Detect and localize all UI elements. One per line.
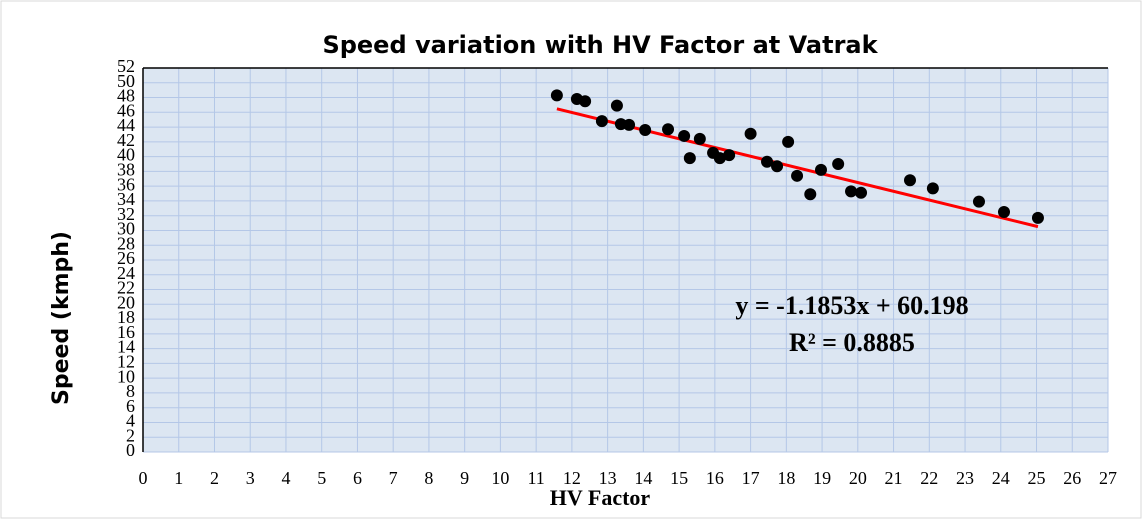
data-point	[639, 124, 652, 137]
data-point	[683, 152, 696, 165]
data-point	[678, 129, 691, 142]
data-point	[579, 95, 592, 108]
x-axis-label: HV Factor	[550, 485, 651, 510]
y-tick-label: 20	[117, 292, 135, 312]
x-tick-label: 23	[956, 468, 974, 488]
x-tick-label: 9	[460, 468, 469, 488]
y-tick-label: 4	[126, 411, 135, 431]
x-tick-label: 6	[353, 468, 362, 488]
x-tick-label: 25	[1028, 468, 1046, 488]
x-tick-label: 15	[670, 468, 688, 488]
y-tick-label: 26	[117, 248, 135, 268]
x-tick-label: 27	[1099, 468, 1117, 488]
y-tick-label: 28	[117, 233, 135, 253]
y-tick-label: 0	[126, 440, 135, 460]
data-point	[997, 206, 1010, 218]
x-tick-label: 22	[920, 468, 938, 488]
y-tick-label: 8	[126, 381, 135, 401]
data-point	[595, 115, 608, 128]
x-tick-label: 7	[389, 468, 398, 488]
x-tick-label: 19	[813, 468, 831, 488]
data-point	[791, 169, 804, 182]
y-tick-label: 44	[117, 115, 135, 135]
data-point	[623, 118, 636, 131]
x-tick-label: 26	[1063, 468, 1081, 488]
trend-r-squared: R² = 0.8885	[789, 328, 915, 357]
x-tick-label: 12	[563, 468, 581, 488]
x-tick-label: 2	[210, 468, 219, 488]
y-tick-label: 30	[117, 219, 135, 239]
x-tick-label: 0	[139, 468, 148, 488]
y-tick-label: 16	[117, 322, 135, 342]
y-tick-label: 14	[117, 337, 135, 357]
data-point	[723, 149, 736, 162]
data-point	[845, 185, 858, 198]
y-tick-label: 40	[117, 145, 135, 165]
data-point	[771, 160, 784, 173]
x-tick-label: 17	[742, 468, 760, 488]
data-point	[713, 152, 726, 165]
x-tick-label: 20	[849, 468, 867, 488]
y-tick-label: 12	[117, 352, 135, 372]
x-tick-label: 4	[281, 468, 290, 488]
y-tick-label: 2	[126, 425, 135, 445]
y-tick-label: 46	[117, 100, 135, 120]
x-tick-label: 1	[174, 468, 183, 488]
data-point	[744, 127, 757, 140]
x-tick-label: 18	[777, 468, 795, 488]
x-tick-label: 16	[706, 468, 724, 488]
x-tick-label: 5	[317, 468, 326, 488]
data-point	[832, 158, 845, 170]
y-tick-label: 48	[117, 86, 135, 106]
y-tick-label: 6	[126, 396, 135, 416]
trendline	[556, 107, 1039, 229]
x-tick-label: 24	[992, 468, 1010, 488]
data-point	[662, 123, 675, 136]
y-tick-label: 24	[117, 263, 135, 283]
data-point	[855, 186, 868, 199]
y-tick-label: 38	[117, 160, 135, 180]
data-point	[815, 163, 828, 176]
x-tick-label: 3	[246, 468, 255, 488]
x-tick-label: 14	[634, 468, 652, 488]
data-point	[782, 135, 795, 148]
y-tick-label: 32	[117, 204, 135, 224]
data-point	[926, 182, 939, 195]
y-tick-label: 10	[117, 366, 135, 386]
y-tick-label: 50	[117, 71, 135, 91]
data-point	[972, 195, 985, 208]
y-tick-label: 22	[117, 278, 135, 298]
data-point	[1031, 211, 1044, 224]
data-point	[550, 89, 563, 102]
data-point	[610, 99, 623, 112]
data-point	[761, 155, 774, 168]
trend-equation: y = -1.1853x + 60.198	[735, 291, 968, 320]
y-tick-label: 52	[117, 56, 135, 76]
x-tick-label: 13	[599, 468, 617, 488]
x-tick-label: 8	[424, 468, 433, 488]
chart-title: Speed variation with HV Factor at Vatrak	[322, 31, 878, 59]
y-tick-label: 36	[117, 174, 135, 194]
data-point	[903, 174, 916, 187]
x-tick-label: 10	[491, 468, 509, 488]
y-tick-label: 18	[117, 307, 135, 327]
y-tick-label: 34	[117, 189, 135, 209]
data-point	[804, 188, 817, 201]
data-point	[693, 132, 706, 145]
x-tick-label: 11	[527, 468, 544, 488]
y-axis-label: Speed (kmph)	[49, 231, 74, 405]
y-tick-label: 42	[117, 130, 135, 150]
x-tick-label: 21	[885, 468, 903, 488]
